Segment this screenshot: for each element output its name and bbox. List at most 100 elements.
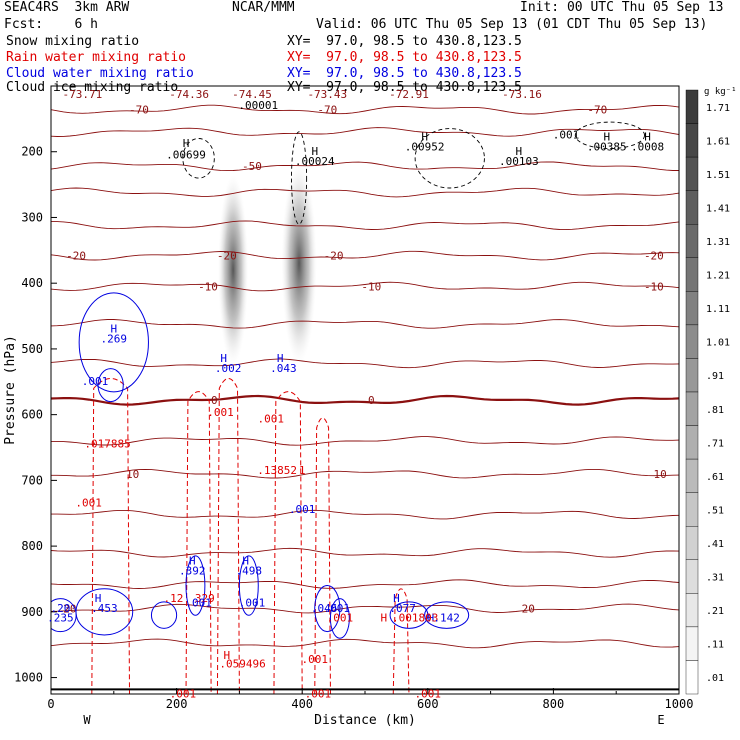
cloud-ice-legend-xy: XY= 97.0, 98.5 to 430.8,123.5	[287, 80, 522, 95]
colorbar-swatch	[685, 458, 699, 493]
rain-contour-label: .13852	[257, 464, 297, 477]
y-tick-label: 800	[21, 539, 43, 553]
rain-contour	[392, 588, 410, 694]
x-tick-label: 600	[417, 697, 439, 711]
top-temperature-value: -72.91	[389, 88, 429, 101]
cloud-water-label: .235	[47, 612, 74, 625]
model-title: SEAC4RS 3km ARW	[4, 0, 130, 15]
maximum-H-marker: H	[516, 145, 523, 158]
cloud-water-legend-label: Cloud water mixing ratio	[6, 66, 194, 81]
temperature-contour-line	[51, 579, 679, 589]
temperature-contour-line	[51, 220, 679, 231]
x-tick-label: 0	[47, 697, 54, 711]
top-temperature-value: -73.43	[307, 88, 347, 101]
colorbar-swatch	[685, 291, 699, 326]
x-tick-label: 1000	[665, 697, 694, 711]
colorbar-level-label: 1.61	[706, 136, 730, 147]
colorbar-level-label: 1.31	[706, 237, 730, 248]
temperature-contour-label: -50	[242, 160, 262, 173]
colorbar-swatch	[685, 358, 699, 393]
rain-contour-label: .001	[170, 687, 197, 700]
rain-contour-label: .001	[327, 612, 354, 625]
temperature-contour-label: -70	[587, 104, 607, 117]
colorbar-swatch	[685, 425, 699, 460]
cloud-water-label: .043	[270, 362, 297, 375]
snow-maximum-label: .0008	[631, 140, 664, 153]
cloud-water-label: .001	[323, 602, 350, 615]
temperature-contour-line	[51, 436, 679, 446]
rain-contour	[91, 378, 130, 694]
temperature-contour-label: -20	[217, 250, 237, 263]
colorbar-swatch	[685, 257, 699, 292]
cloud-water-contour	[78, 292, 149, 393]
cloud-water-label: .269	[101, 332, 128, 345]
snow-maximum-label: .00952	[405, 140, 445, 153]
temperature-contour-line	[51, 358, 679, 369]
maximum-H-marker: H	[421, 131, 428, 144]
temperature-contour-label: -10	[644, 280, 664, 293]
cloud-water-label: .046	[311, 602, 338, 615]
colorbar-level-label: 1.01	[706, 338, 730, 349]
x-tick-label: 200	[166, 697, 188, 711]
x-axis-label: Distance (km)	[314, 713, 416, 728]
institution-label: NCAR/MMM	[232, 0, 295, 15]
rain-legend-xy: XY= 97.0, 98.5 to 430.8,123.5	[287, 50, 522, 65]
rain-contour-label: .001	[302, 653, 329, 666]
maximum-H-marker: H	[603, 131, 610, 144]
rain-contour-label: .059496	[219, 658, 265, 671]
temperature-contour-label: -20	[66, 250, 86, 263]
temperature-contour-label: -20	[324, 250, 344, 263]
cloud-water-contour	[185, 555, 206, 616]
snow-maximum-label: .00103	[499, 155, 539, 168]
maximum-H-marker: H	[393, 592, 400, 605]
colorbar-swatch	[685, 660, 699, 695]
cloud-water-label: .001	[82, 375, 109, 388]
cloud-ice-contour	[414, 128, 485, 189]
colorbar-level-label: .11	[706, 640, 724, 651]
maximum-H-marker: H	[110, 322, 117, 335]
init-time: Init: 00 UTC Thu 05 Sep 13	[520, 0, 724, 15]
colorbar-swatch	[685, 559, 699, 594]
cloud-water-label: .001	[185, 597, 212, 610]
x-tick-label: 800	[543, 697, 565, 711]
snow-maximum-label: .00001	[238, 99, 278, 112]
temperature-contour-line	[51, 319, 679, 329]
maximum-H-marker: H	[242, 555, 249, 568]
temperature-contour-line	[51, 281, 679, 292]
cloud-water-contour	[424, 601, 470, 629]
west-label: W	[83, 713, 91, 727]
x-tick-label: 400	[291, 697, 313, 711]
maximum-H-marker: H	[183, 137, 190, 150]
maximum-H-marker: H	[311, 145, 318, 158]
y-tick-label: 200	[21, 145, 43, 159]
temperature-contour-line	[51, 250, 679, 261]
colorbar-swatch	[685, 89, 699, 124]
cloud-water-legend-xy: XY= 97.0, 98.5 to 430.8,123.5	[287, 66, 522, 81]
rain-contour	[216, 378, 240, 694]
rain-contour	[185, 391, 212, 694]
top-temperature-value: -74.45	[232, 88, 272, 101]
rain-contour	[314, 417, 331, 694]
rain-contour-label: .001	[75, 497, 102, 510]
rain-contour-label: .001	[415, 687, 442, 700]
cloud-water-label: .20	[50, 602, 70, 615]
temperature-contour-line	[51, 509, 679, 520]
cloud-ice-contour	[291, 131, 308, 225]
rain-contour-label: .001803	[392, 612, 438, 625]
colorbar-level-label: .01	[706, 673, 724, 684]
cloud-water-contour	[329, 598, 350, 639]
temperature-contour-label: 0	[211, 394, 218, 407]
rain-contour-label: 1	[299, 464, 306, 477]
rain-contour	[273, 391, 303, 694]
colorbar-swatch	[685, 190, 699, 225]
cloud-ice-contour	[182, 138, 215, 179]
temperature-contour-label: 10	[654, 468, 667, 481]
colorbar-swatch	[685, 626, 699, 661]
cloud-water-label: .392	[179, 564, 206, 577]
colorbar-unit-label: g kg⁻¹	[704, 87, 737, 97]
cloud-water-label: .142	[433, 612, 460, 625]
snow-legend-xy: XY= 97.0, 98.5 to 430.8,123.5	[287, 34, 522, 49]
colorbar-swatch	[685, 156, 699, 191]
y-tick-label: 300	[21, 210, 43, 224]
